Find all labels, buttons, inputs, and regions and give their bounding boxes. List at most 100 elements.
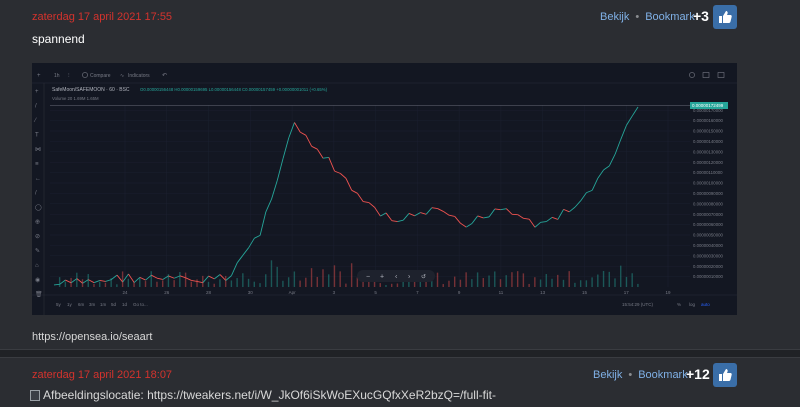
price-segment [454, 216, 461, 224]
volume-bar [482, 278, 485, 287]
zoom-out-icon[interactable]: − [366, 274, 370, 281]
range-button[interactable]: 5y [56, 302, 62, 307]
volume-line: Volume 20 1.69M 1.65M [52, 96, 99, 101]
drawing-tool-icon[interactable]: + [35, 89, 39, 95]
volume-bar [242, 273, 244, 287]
price-segment [248, 237, 255, 248]
volume-bar [299, 280, 301, 287]
price-tick-label: 0.00000170000 [693, 108, 723, 113]
zoom-in-icon[interactable]: + [380, 274, 384, 281]
ohlc-line: O0.00000156448 H0.00000159695 L0.0000015… [140, 87, 328, 92]
price-segment [631, 106, 639, 117]
price-tick-label: 0.00000130000 [693, 149, 723, 154]
price-segment [443, 211, 450, 216]
volume-bar [431, 279, 433, 287]
price-segment [551, 216, 558, 220]
price-segment [174, 275, 181, 279]
drawing-tool-icon[interactable]: ⋈ [35, 147, 41, 153]
post-separator [0, 350, 800, 357]
price-segment [345, 178, 353, 191]
price-segment [431, 207, 438, 210]
volume-bar [620, 265, 622, 287]
drawing-tool-icon[interactable]: ✎ [35, 248, 40, 255]
undo-icon[interactable]: ↶ [162, 72, 167, 79]
price-segment [53, 283, 60, 286]
price-segment [219, 274, 227, 281]
settings-icon[interactable] [689, 72, 695, 78]
price-segment [82, 279, 89, 284]
scale-toggle[interactable]: % [677, 302, 681, 307]
indicators-button[interactable]: Indicators [128, 73, 150, 79]
drawing-tool-icon[interactable]: ◯ [35, 204, 42, 211]
volume-bar [602, 270, 605, 287]
broken-image-icon [30, 389, 40, 401]
volume-bar [562, 279, 565, 287]
range-button[interactable]: 3m [89, 302, 96, 307]
compare-button[interactable]: Compare [90, 73, 111, 79]
date-tick-label: 17 [624, 290, 630, 295]
price-segment [299, 131, 307, 136]
price-segment [59, 279, 66, 285]
interval-button[interactable]: 1h [54, 73, 60, 79]
drawing-tool-icon[interactable]: ◉ [35, 278, 40, 284]
range-button[interactable]: 1m [100, 302, 107, 307]
price-tick-label: 0.00000050000 [693, 233, 723, 238]
volume-bar [322, 269, 324, 287]
range-button[interactable]: 6m [78, 302, 85, 307]
volume-bar [287, 277, 290, 287]
price-segment [420, 212, 427, 215]
thumbs-up-button[interactable] [713, 363, 737, 387]
volume-bar [253, 281, 255, 287]
view-link[interactable]: Bekijk [600, 11, 630, 23]
camera-icon[interactable] [717, 72, 725, 78]
price-segment [597, 169, 605, 179]
date-axis: 24 26 28 30 Apr 3 5 7 9 11 13 15 17 19 [122, 290, 671, 295]
range-button[interactable]: 1d [122, 302, 128, 307]
volume-bar [442, 284, 444, 287]
range-button[interactable]: Go to... [133, 302, 148, 307]
drawing-tool-icon[interactable]: ⁄ [33, 118, 37, 124]
volume-bar [276, 266, 278, 287]
price-segment [563, 208, 570, 213]
volume-bar [116, 284, 118, 287]
drawing-tool-icon[interactable]: ⊘ [35, 234, 40, 240]
reset-icon[interactable]: ↺ [421, 274, 426, 281]
volume-bar [488, 275, 490, 287]
bookmark-link[interactable]: Bookmark [645, 11, 695, 23]
drawing-tool-icon[interactable]: / [35, 191, 37, 197]
thumbs-up-button[interactable] [713, 5, 737, 29]
drawing-tool-icon[interactable]: 🗑 [35, 290, 43, 298]
volume-bar [368, 280, 370, 287]
date-tick-label: 13 [540, 290, 546, 295]
price-segment [626, 115, 633, 126]
drawing-tool-icon[interactable]: ≡ [35, 162, 39, 168]
volume-bar [436, 272, 439, 287]
price-segment [374, 207, 381, 217]
range-button[interactable]: 5d [111, 302, 117, 307]
drawing-tool-icon[interactable]: ⊕ [35, 220, 40, 226]
volume-bar [459, 279, 462, 287]
volume-bar [224, 275, 227, 287]
volume-bar [110, 278, 112, 287]
candles-icon[interactable]: ⫶ [68, 72, 70, 79]
drawing-tool-icon[interactable]: ⌂ [35, 263, 39, 269]
volume-bar [310, 268, 313, 287]
drawing-tool-icon[interactable]: / [35, 104, 37, 110]
bookmark-link[interactable]: Bookmark [638, 369, 688, 381]
price-segment [105, 279, 112, 282]
drawing-tool-icon[interactable]: T [35, 133, 39, 139]
price-segment [328, 157, 335, 172]
view-link[interactable]: Bekijk [593, 369, 623, 381]
scroll-right-icon[interactable]: › [408, 274, 411, 281]
fullscreen-icon[interactable] [702, 72, 710, 78]
range-button[interactable]: 1y [67, 302, 73, 307]
scale-toggle[interactable]: auto [701, 302, 710, 307]
volume-bar [356, 277, 359, 287]
drawing-tool-icon[interactable]: ← [35, 176, 41, 182]
post-footer-text[interactable]: https://opensea.io/seaart [32, 331, 153, 343]
scroll-left-icon[interactable]: ‹ [395, 274, 398, 281]
volume-bar [133, 282, 135, 287]
last-price-label: 0.00000172499 [692, 103, 724, 108]
scale-toggle[interactable]: log [689, 302, 696, 307]
plus-icon[interactable]: + [37, 73, 41, 79]
